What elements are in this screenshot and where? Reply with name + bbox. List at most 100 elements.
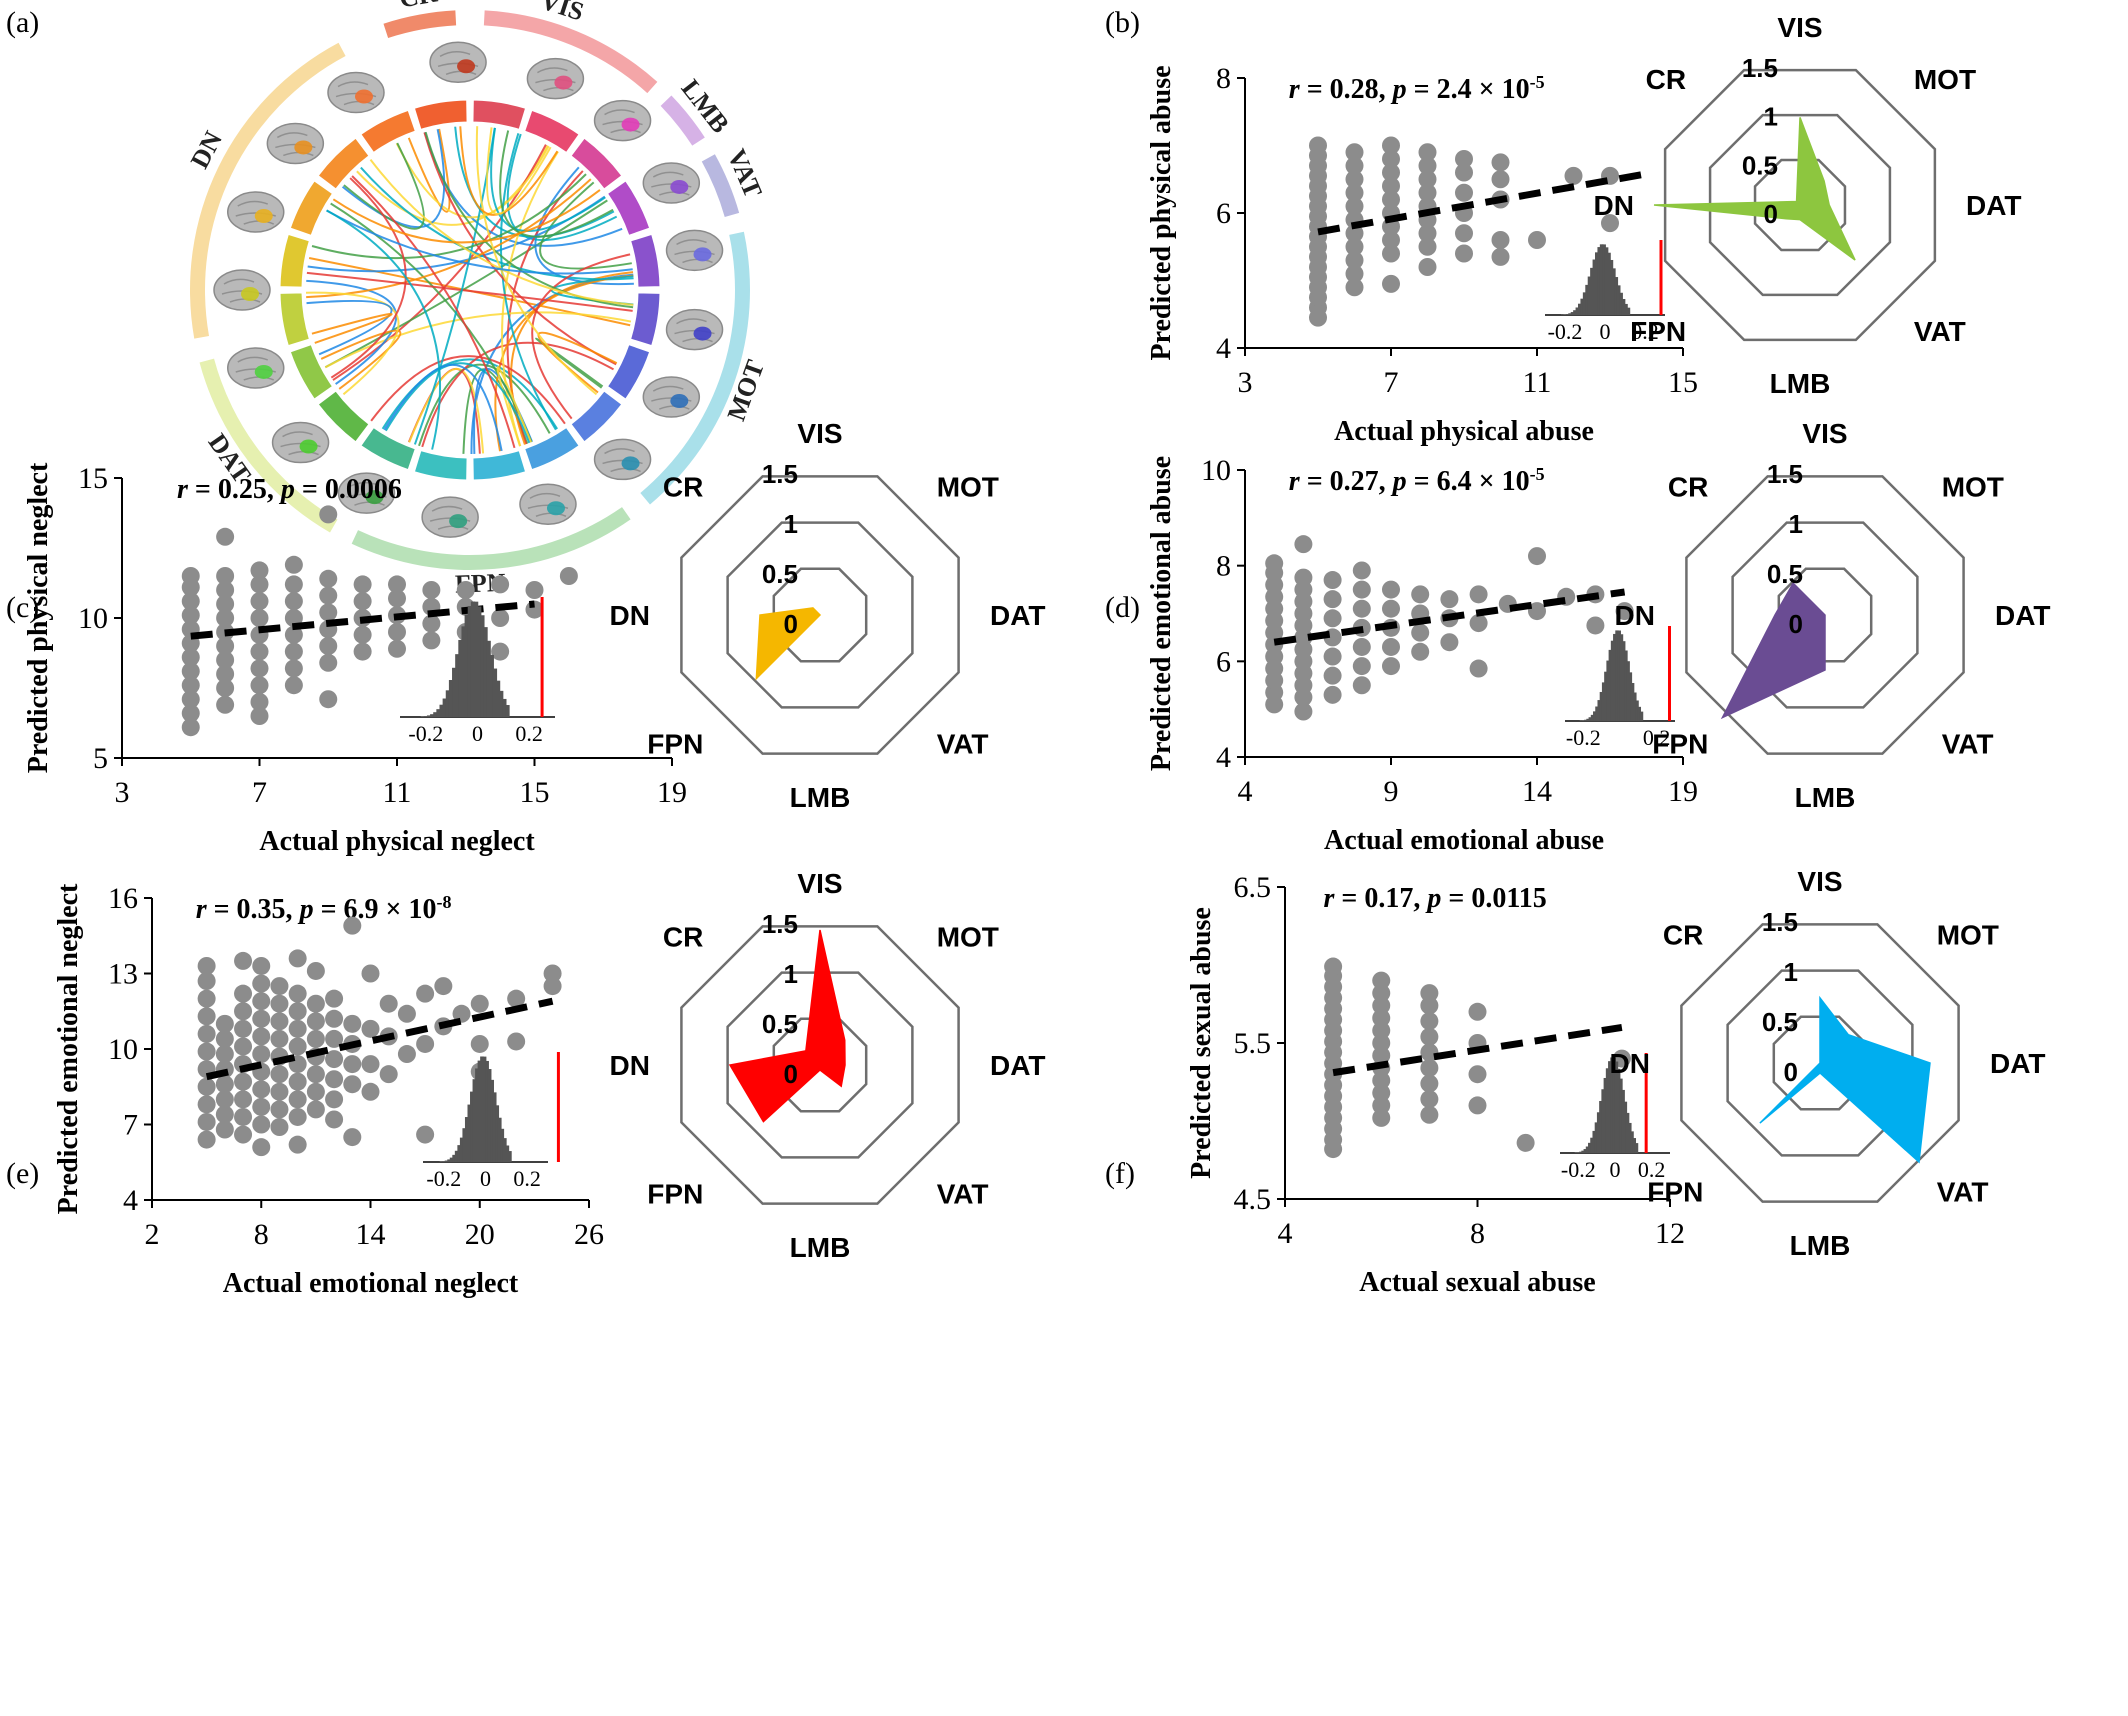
data-point (1345, 264, 1364, 283)
histogram-bar (482, 1056, 487, 1162)
radar-data-polygon (1653, 117, 1856, 261)
data-point (1294, 535, 1313, 554)
stat-r-symbol: r (1289, 74, 1301, 105)
region-segment (630, 292, 661, 347)
brain-shape (665, 229, 724, 272)
data-point (1411, 623, 1430, 642)
histogram-bar (1585, 284, 1589, 315)
radar-ring-label: 0.5 (762, 1009, 798, 1039)
brain-highlight (241, 287, 259, 301)
data-point (1418, 143, 1437, 162)
radar-ring-label: 0 (1784, 1057, 1798, 1087)
data-point (306, 1029, 325, 1048)
x-tick-label: 26 (574, 1218, 604, 1251)
data-point (284, 642, 303, 661)
data-point (1323, 590, 1342, 609)
x-tick-label: 3 (115, 776, 130, 809)
x-axis-label: Actual physical abuse (1334, 416, 1594, 447)
histogram-bar (1632, 1138, 1637, 1153)
regression-line (1317, 170, 1648, 236)
data-point (288, 949, 307, 968)
data-point (1309, 136, 1327, 155)
histogram-bar (1619, 1078, 1623, 1153)
network-label-cr: CR (397, 0, 439, 14)
data-point (288, 1090, 307, 1109)
histogram-bar (1612, 1057, 1616, 1153)
data-point (507, 989, 526, 1008)
histogram-bar (1635, 700, 1639, 721)
data-point (1420, 1012, 1439, 1031)
data-point (288, 1019, 307, 1038)
stat-r-value: = 0.25, (188, 474, 281, 505)
brain-thumbnail (337, 472, 396, 514)
data-point (270, 1029, 289, 1048)
radar-chart: 1.5 1 0.5 0 VIS MOT DAT VAT LMB FPN DN CR (1610, 866, 2046, 1261)
network-ring-cr (383, 10, 457, 38)
radar-grid-ring (1726, 969, 1914, 1157)
radar-axis-label-fpn: FPN (647, 1179, 703, 1210)
histogram-bar (470, 601, 476, 717)
data-point (234, 984, 253, 1003)
connectivity-chord (360, 166, 634, 281)
histogram-bar (480, 1056, 484, 1162)
x-tick-label: 3 (1238, 366, 1253, 399)
brain-shape (227, 347, 285, 389)
data-point (1352, 561, 1371, 580)
panel-a-label: (a) (6, 6, 39, 39)
data-point (1323, 666, 1342, 685)
histogram-bar (1594, 1122, 1599, 1153)
connectivity-chord (459, 126, 559, 216)
histogram-bar (462, 1128, 467, 1162)
data-point (491, 575, 510, 594)
histogram-bar (1619, 634, 1624, 721)
radar-axis-label-vis: VIS (1797, 866, 1842, 897)
connectivity-chord (407, 128, 451, 213)
x-tick-label: 11 (383, 776, 412, 809)
panel-b-group: 3 7 11 15 4 6 8 Actual physical abuse Predicted … (1146, 12, 2021, 447)
data-point (181, 567, 200, 585)
histogram-bar (447, 1159, 451, 1162)
radar-axis-label-mot: MOT (937, 921, 999, 952)
data-point (215, 1029, 234, 1048)
data-point (470, 994, 489, 1013)
radar-axis-label-mot: MOT (1937, 919, 1999, 950)
histogram-bar (1590, 1137, 1594, 1153)
data-point (252, 1138, 271, 1157)
brain-shape (227, 191, 285, 233)
radar-axis-label-dn: DN (610, 1050, 650, 1081)
brain-highlight (546, 501, 565, 516)
y-tick-label: 8 (1216, 550, 1231, 583)
data-point (1345, 143, 1364, 162)
panel-a-chord-diagram: (a) CRVISLMBVATMOTFPNDATDN (6, 0, 770, 599)
data-point (1372, 971, 1391, 990)
data-point (325, 1110, 344, 1129)
connectivity-chord (320, 329, 402, 390)
radar-axis-label-cr: CR (1663, 919, 1703, 950)
x-tick-label: 19 (657, 776, 687, 809)
brain-thumbnail (665, 308, 724, 351)
radar-axis-label-fpn: FPN (647, 729, 703, 760)
data-point (1516, 1133, 1535, 1152)
histogram-bar (1579, 1151, 1583, 1153)
histogram-bar (1626, 661, 1630, 721)
histogram-bar (477, 606, 482, 717)
data-point (1528, 602, 1546, 621)
data-point (353, 625, 372, 644)
histogram-bar (492, 668, 498, 717)
y-tick-label: 6.5 (1234, 871, 1272, 904)
region-segment (360, 426, 416, 471)
y-tick-label: 10 (108, 1033, 138, 1066)
stat-p-value: = 6.4 × 10 (1407, 466, 1530, 497)
histogram-bar (1628, 672, 1633, 721)
data-point (1468, 1065, 1487, 1084)
histogram-bar (1633, 692, 1637, 721)
histogram-tick-label: 0.2 (1631, 319, 1659, 344)
data-point (216, 595, 235, 613)
network-ring-vis (483, 10, 658, 94)
brain-highlight (693, 247, 712, 262)
histogram-bar (444, 1160, 449, 1162)
radar-axis-label-lmb: LMB (1770, 368, 1831, 399)
data-point (234, 1037, 253, 1056)
data-point (250, 707, 269, 725)
data-point (234, 1107, 253, 1126)
